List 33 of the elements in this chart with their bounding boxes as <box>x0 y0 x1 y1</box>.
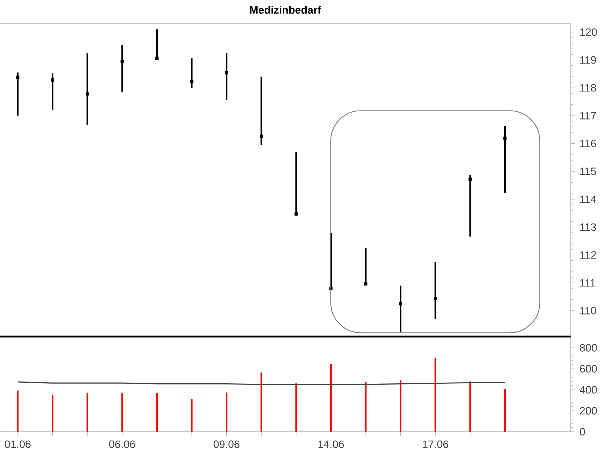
y-tick-label: 800 <box>580 344 598 352</box>
x-tick-label: 01.06 <box>5 440 31 448</box>
y-tick-label: 117 <box>580 112 596 120</box>
y-tick-label: 111 <box>580 279 596 287</box>
point <box>86 92 90 96</box>
y-tick-label: 600 <box>580 365 598 373</box>
y-tick-label: 118 <box>580 84 596 92</box>
point <box>399 302 402 306</box>
chart-title: Medizinbedarf <box>250 6 322 14</box>
point <box>468 178 472 182</box>
x-tick-label: 14.06 <box>318 440 344 448</box>
y-tick-label: 114 <box>580 196 596 204</box>
y-tick-label: 0 <box>580 428 586 436</box>
y-tick-label: 112 <box>580 251 596 259</box>
x-tick-label: 06.06 <box>109 440 136 448</box>
x-tick-label: 09.06 <box>214 440 240 448</box>
y-tick-label: 113 <box>580 224 596 232</box>
point <box>225 71 228 75</box>
point <box>16 76 20 80</box>
point <box>260 134 264 138</box>
point <box>51 78 54 82</box>
y-tick-label: 400 <box>580 386 598 394</box>
y-tick-label: 120 <box>580 28 598 36</box>
point <box>120 60 124 64</box>
y-tick-label: 110 <box>580 307 596 315</box>
y-tick-label: 115 <box>580 168 596 176</box>
point <box>434 297 438 301</box>
y-tick-label: 116 <box>580 140 596 148</box>
point <box>190 80 194 84</box>
x-tick-label: 17.06 <box>423 440 448 448</box>
y-tick-label: 200 <box>580 407 598 415</box>
point <box>504 136 507 140</box>
y-tick-label: 119 <box>580 56 596 64</box>
